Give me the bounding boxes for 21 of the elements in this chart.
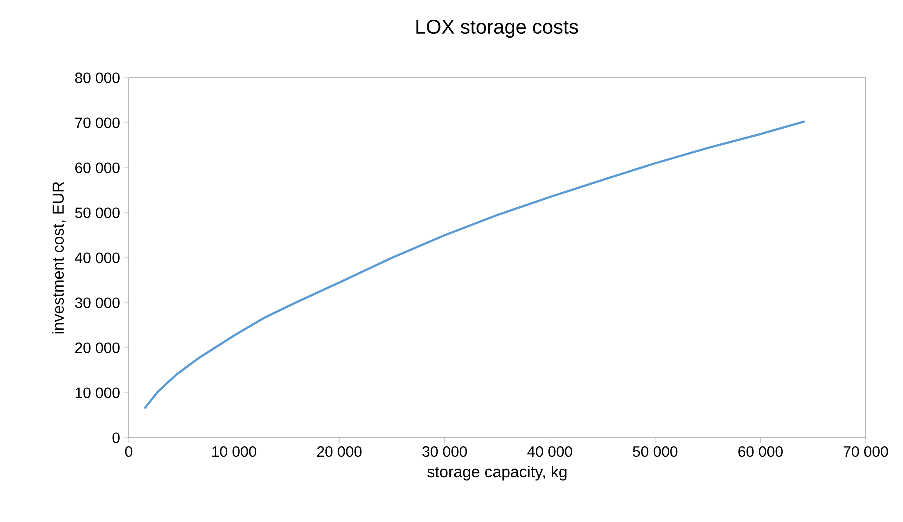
chart-title: LOX storage costs — [416, 20, 578, 38]
x-tick-label: 0 — [125, 446, 133, 458]
y-tick-label: 0 — [112, 432, 120, 444]
x-tick-label: 60 000 — [738, 446, 783, 458]
y-axis-title: investment cost, EUR — [52, 182, 66, 334]
y-tick-label: 60 000 — [76, 162, 120, 174]
x-tick-label: 40 000 — [528, 446, 572, 458]
y-tick-label: 70 000 — [76, 118, 120, 128]
y-tick-label: 40 000 — [75, 252, 120, 264]
y-tick-label: 80 000 — [75, 72, 120, 84]
line-series — [144, 120, 806, 410]
x-tick-label: 50 000 — [633, 446, 678, 458]
x-tick-label: 30 000 — [422, 446, 468, 458]
y-tick-label: 10 000 — [76, 388, 120, 398]
x-tick-label: 10 000 — [212, 446, 257, 458]
x-tick-label: 20 000 — [317, 446, 362, 458]
y-tick-label: 50 000 — [75, 208, 120, 218]
y-tick-label: 30 000 — [75, 298, 120, 308]
y-tick-label: 20 000 — [76, 342, 120, 354]
x-axis-title: storage capacity, kg — [428, 466, 567, 481]
x-tick-label: 70 000 — [844, 446, 888, 458]
